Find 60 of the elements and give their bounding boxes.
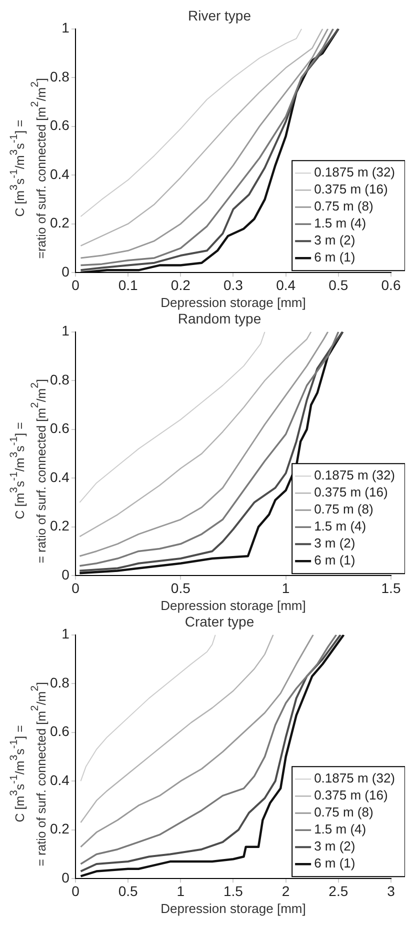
y-tick-label: 0.8 [50, 68, 70, 84]
x-tick-label: 0.5 [328, 276, 348, 293]
legend-label: 3 m (2) [314, 838, 356, 854]
y-tick-label: 0.2 [50, 214, 70, 231]
legend-label: 0.75 m (8) [314, 502, 374, 517]
y-tick-label: 0.4 [50, 166, 70, 182]
legend-label: 0.75 m (8) [314, 198, 374, 214]
y-tick-label: 0 [62, 566, 70, 582]
x-tick-label: 0 [72, 580, 80, 596]
x-axis-title: Depression storage [mm] [160, 294, 306, 310]
x-tick-label: 0 [72, 276, 80, 293]
x-tick-label: 1 [282, 580, 290, 596]
y-tick-label: 0.6 [50, 117, 70, 134]
legend-label: 0.1875 m (32) [314, 468, 396, 483]
legend-label: 1.5 m (4) [314, 822, 366, 837]
y-tick-label: 0.2 [50, 820, 70, 837]
legend-label: 0.1875 m (32) [314, 164, 396, 180]
x-tick-label: 0.4 [276, 276, 296, 293]
y-tick-label: 1 [62, 626, 70, 642]
legend-label: 6 m (1) [314, 552, 356, 568]
x-axis-title: Depression storage [mm] [160, 900, 306, 916]
x-tick-label: 0.6 [381, 276, 401, 293]
y-tick-label: 0.4 [50, 468, 70, 485]
y-tick-label: 0.6 [50, 420, 70, 436]
legend-label: 0.375 m (16) [314, 484, 388, 500]
chart-title: Crater type [184, 613, 254, 630]
x-tick-label: 1.5 [381, 580, 401, 596]
y-tick-label: 0 [62, 263, 70, 280]
legend-label: 0.375 m (16) [314, 182, 388, 197]
y-tick-label: 0.2 [50, 518, 70, 534]
y-tick-label: 0.8 [50, 371, 70, 388]
y-tick-label: 0.4 [50, 772, 70, 788]
legend-label: 0.1875 m (32) [314, 770, 396, 786]
x-tick-label: 0.1 [118, 276, 138, 293]
y-tick-label: 0 [62, 869, 70, 886]
legend-label: 6 m (1) [314, 250, 356, 265]
legend-label: 0.375 m (16) [314, 788, 388, 803]
y-tick-label: 0.6 [50, 723, 70, 740]
y-tick-label: 1 [62, 322, 70, 339]
legend-label: 3 m (2) [314, 232, 356, 248]
x-axis-title: Depression storage [mm] [160, 598, 306, 613]
x-tick-label: 0.5 [118, 882, 138, 899]
legend-label: 1.5 m (4) [314, 216, 366, 231]
legend-label: 0.75 m (8) [314, 804, 374, 820]
x-tick-label: 2.5 [328, 882, 348, 899]
x-tick-label: 0.2 [170, 276, 191, 293]
legend-label: 6 m (1) [314, 856, 356, 871]
legend-label: 1.5 m (4) [314, 518, 366, 534]
y-tick-label: 1 [62, 20, 70, 36]
legend-label: 3 m (2) [314, 536, 356, 551]
y-tick-label: 0.8 [50, 674, 70, 690]
x-tick-label: 3 [387, 882, 396, 899]
x-tick-label: 1.5 [223, 882, 244, 899]
chart-title: Random type [178, 310, 262, 326]
x-tick-label: 0 [72, 882, 80, 899]
x-tick-label: 0.5 [170, 580, 191, 596]
x-tick-label: 1 [176, 882, 185, 899]
x-tick-label: 2 [282, 882, 290, 899]
x-tick-label: 0.3 [223, 276, 244, 293]
chart-title: River type [188, 7, 252, 24]
